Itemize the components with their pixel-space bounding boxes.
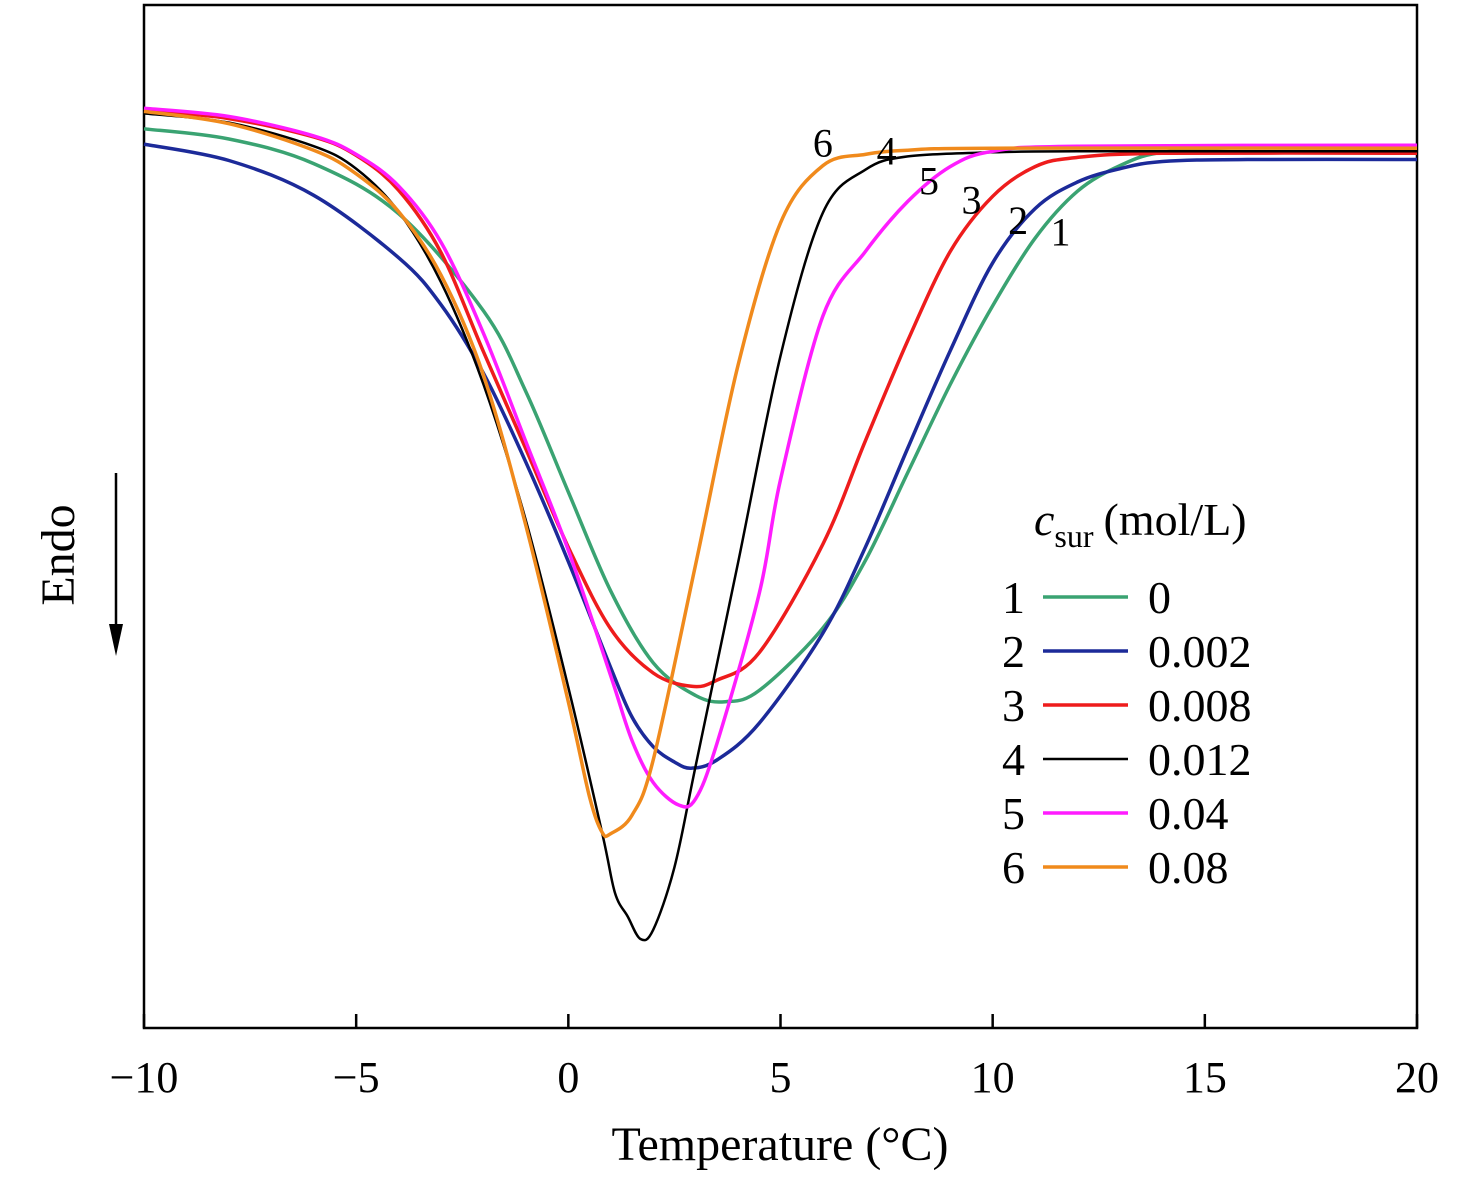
legend-number-4: 4 [1002, 734, 1025, 785]
endo-arrow [109, 473, 123, 656]
curve-labels: 123 45 6 [813, 120, 1071, 254]
legend-number-2: 2 [1002, 626, 1025, 677]
curve-label-5: 5 [919, 158, 939, 203]
legend-number-3: 3 [1002, 680, 1025, 731]
legend-title-unit: (mol/L) [1104, 494, 1247, 545]
legend-title-main: c [1034, 494, 1054, 545]
curve-6 [143, 109, 1418, 839]
curve-label-6: 6 [813, 120, 833, 165]
x-axis-tick-labels: −10 −5 0 5 10 15 20 [110, 1053, 1439, 1102]
x-tick-label-4: 10 [971, 1053, 1015, 1102]
legend-value-1: 0 [1148, 572, 1171, 623]
x-tick-label-6: 20 [1395, 1053, 1439, 1102]
x-tick-label-0: −10 [110, 1053, 179, 1102]
curve-label-3: 3 [961, 178, 981, 223]
curve-label-1: 1 [1051, 209, 1071, 254]
legend-title: csur (mol/L) [1034, 494, 1247, 554]
y-axis-title: Endo [32, 504, 85, 605]
x-axis-title: Temperature (°C) [611, 1118, 948, 1171]
x-tick-label-5: 15 [1183, 1053, 1227, 1102]
x-tick-label-3: 5 [770, 1053, 792, 1102]
legend-number-5: 5 [1002, 788, 1025, 839]
legend-value-4: 0.012 [1148, 734, 1252, 785]
curve-3 [143, 108, 1418, 689]
x-tick-label-1: −5 [333, 1053, 380, 1102]
x-axis-ticks [142, 1014, 1419, 1028]
legend-number-6: 6 [1002, 842, 1025, 893]
curve-label-2: 2 [1008, 198, 1028, 243]
legend-entries: 1 0 2 0.002 3 0.008 4 0.012 5 0.04 6 0.08 [1002, 572, 1252, 893]
curve-label-4: 4 [877, 129, 897, 174]
legend-title-sub: sur [1054, 518, 1093, 554]
legend-value-3: 0.008 [1148, 680, 1252, 731]
curves [143, 106, 1418, 942]
curve-2 [143, 142, 1418, 770]
legend-value-6: 0.08 [1148, 842, 1229, 893]
legend-value-5: 0.04 [1148, 788, 1229, 839]
legend: csur (mol/L) 1 0 2 0.002 3 0.008 4 0.012 5 0.04 6 0.… [1002, 494, 1252, 893]
x-tick-label-2: 0 [557, 1053, 579, 1102]
curve-5 [143, 106, 1418, 809]
legend-value-2: 0.002 [1148, 626, 1252, 677]
legend-number-1: 1 [1002, 572, 1025, 623]
curve-1 [143, 127, 1418, 704]
